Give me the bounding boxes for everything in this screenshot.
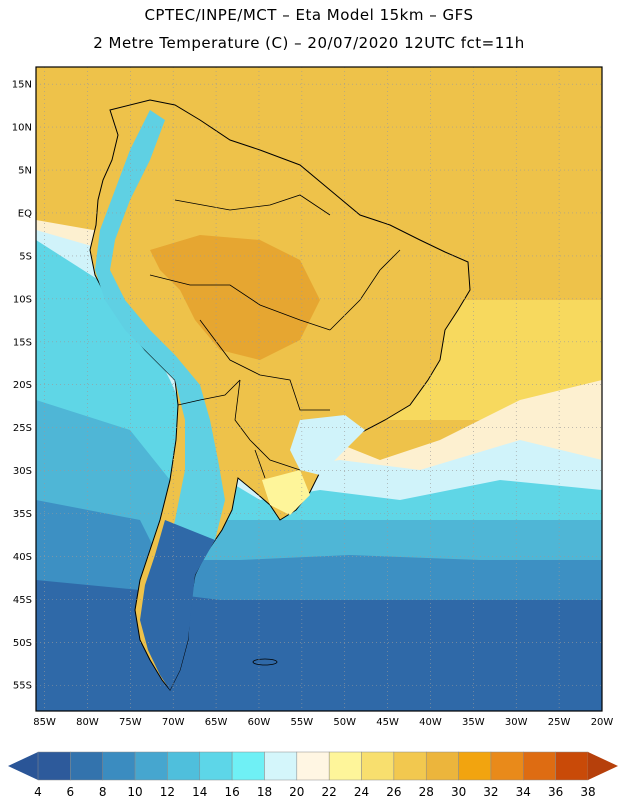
- colorbar-swatch: [264, 751, 298, 781]
- colorbar-label: 24: [354, 785, 369, 799]
- country-borders: [149, 194, 401, 479]
- lon-label: 55W: [291, 717, 314, 728]
- colorbar-right-arrow: [588, 752, 618, 780]
- lon-label: 70W: [162, 717, 185, 728]
- colorbar-swatch: [231, 751, 265, 781]
- colorbar-label: 30: [451, 785, 466, 799]
- colorbar-swatch: [490, 751, 524, 781]
- lat-label: 10N: [12, 123, 32, 134]
- lat-label: 50S: [13, 638, 32, 649]
- lat-label: EQ: [18, 208, 32, 219]
- map-frame: [35, 66, 603, 712]
- colorbar-swatch: [555, 751, 589, 781]
- lon-label: 20W: [591, 717, 614, 728]
- colorbar-label: 6: [67, 785, 75, 799]
- colorbar-swatch: [199, 751, 233, 781]
- colorbar-swatch: [102, 751, 136, 781]
- lon-label: 85W: [33, 717, 56, 728]
- lat-label: 5S: [19, 251, 32, 262]
- colorbar-label: 28: [419, 785, 434, 799]
- lon-label: 45W: [376, 717, 399, 728]
- colorbar-swatch: [70, 751, 103, 781]
- colorbar-label: 36: [548, 785, 563, 799]
- lon-label: 80W: [76, 717, 99, 728]
- colorbar-swatch: [328, 751, 362, 781]
- colorbar-label: 14: [192, 785, 207, 799]
- temperature-colorbar: 4 6 8 10 12 14 16 18 20 22 24 26 28 30 32 34 36 38: [8, 751, 618, 799]
- lat-label: 20S: [13, 380, 32, 391]
- lon-label: 50W: [333, 717, 356, 728]
- colorbar-label: 12: [160, 785, 175, 799]
- lat-label: 10S: [13, 294, 32, 305]
- lon-label: 65W: [205, 717, 228, 728]
- colorbar-swatch: [37, 751, 71, 781]
- colorbar-swatch: [523, 751, 556, 781]
- falkland-islands: [252, 658, 278, 666]
- colorbar-label: 16: [224, 785, 239, 799]
- lon-label: 25W: [548, 717, 571, 728]
- lon-label: 75W: [119, 717, 142, 728]
- lat-label: 30S: [13, 466, 32, 477]
- lat-label: 55S: [13, 681, 32, 692]
- colorbar-label: 18: [257, 785, 272, 799]
- colorbar-swatch: [296, 751, 330, 781]
- colorbar-label: 38: [580, 785, 595, 799]
- colorbar-label: 34: [516, 785, 531, 799]
- lon-label: 40W: [419, 717, 442, 728]
- longitude-labels: 85W 80W 75W 70W 65W 60W 55W 50W 45W 40W 35W 30W 25W 2…: [33, 717, 613, 728]
- colorbar-swatch: [167, 751, 201, 781]
- colorbar-swatch: [393, 751, 427, 781]
- colorbar-swatch: [134, 751, 168, 781]
- colorbar-swatch: [361, 751, 395, 781]
- map-field: [36, 67, 602, 711]
- lat-label: 45S: [13, 595, 32, 606]
- map-title-line-1: CPTEC/INPE/MCT – Eta Model 15km – GFS: [144, 6, 474, 24]
- southern-brazil-mild: [290, 415, 365, 475]
- latitude-labels: 15N 10N 5N EQ 5S 10S 15S 20S 25S 30S 35S 40S 45S 50S 5…: [12, 80, 32, 692]
- lon-label: 60W: [248, 717, 271, 728]
- patagonia-cold-zone: [140, 520, 215, 690]
- colorbar-label: 4: [34, 785, 42, 799]
- andes-cool-strip: [95, 110, 225, 640]
- colorbar-label: 22: [322, 785, 337, 799]
- lon-label: 30W: [505, 717, 528, 728]
- colorbar-left-arrow: [8, 752, 38, 780]
- lat-label: 25S: [13, 423, 32, 434]
- lat-label: 35S: [13, 509, 32, 520]
- lat-label: 40S: [13, 552, 32, 563]
- graticule: [36, 67, 603, 711]
- colorbar-label: 20: [289, 785, 304, 799]
- lon-label: 35W: [462, 717, 485, 728]
- colorbar-swatch: [458, 751, 492, 781]
- lat-label: 5N: [18, 166, 32, 177]
- colorbar-label: 10: [127, 785, 142, 799]
- lat-label: 15N: [12, 80, 32, 91]
- colorbar-label: 26: [386, 785, 401, 799]
- colorbar-label: 8: [99, 785, 107, 799]
- uruguay-mild: [262, 470, 310, 515]
- lat-label: 15S: [13, 337, 32, 348]
- colorbar-label: 32: [483, 785, 498, 799]
- map-title-line-2: 2 Metre Temperature (C) – 20/07/2020 12U…: [93, 34, 525, 52]
- colorbar-swatch: [425, 751, 459, 781]
- amazon-hot-zone: [150, 235, 320, 360]
